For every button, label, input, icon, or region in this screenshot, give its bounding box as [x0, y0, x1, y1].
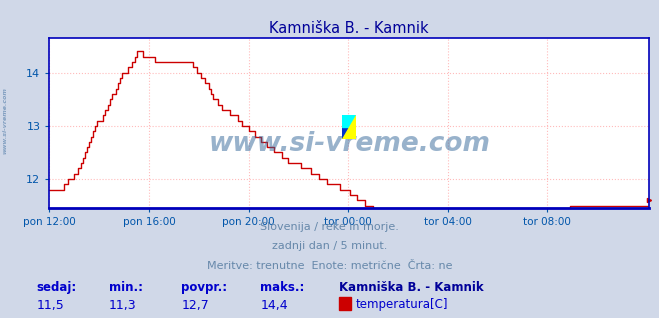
Title: Kamniška B. - Kamnik: Kamniška B. - Kamnik [270, 21, 429, 36]
Polygon shape [342, 115, 357, 139]
Text: min.:: min.: [109, 281, 143, 294]
Text: 11,3: 11,3 [109, 300, 136, 312]
Text: www.si-vreme.com: www.si-vreme.com [208, 131, 490, 157]
Text: povpr.:: povpr.: [181, 281, 227, 294]
Polygon shape [342, 115, 357, 127]
Text: sedaj:: sedaj: [36, 281, 76, 294]
Text: temperatura[C]: temperatura[C] [356, 298, 448, 311]
Text: zadnji dan / 5 minut.: zadnji dan / 5 minut. [272, 241, 387, 252]
Text: Slovenija / reke in morje.: Slovenija / reke in morje. [260, 222, 399, 232]
Text: 11,5: 11,5 [36, 300, 64, 312]
Text: www.si-vreme.com: www.si-vreme.com [3, 87, 8, 154]
Text: Kamniška B. - Kamnik: Kamniška B. - Kamnik [339, 281, 484, 294]
Text: Meritve: trenutne  Enote: metrične  Črta: ne: Meritve: trenutne Enote: metrične Črta: … [207, 260, 452, 271]
Text: 14,4: 14,4 [260, 300, 288, 312]
Text: maks.:: maks.: [260, 281, 304, 294]
Text: 12,7: 12,7 [181, 300, 209, 312]
Polygon shape [342, 115, 357, 139]
